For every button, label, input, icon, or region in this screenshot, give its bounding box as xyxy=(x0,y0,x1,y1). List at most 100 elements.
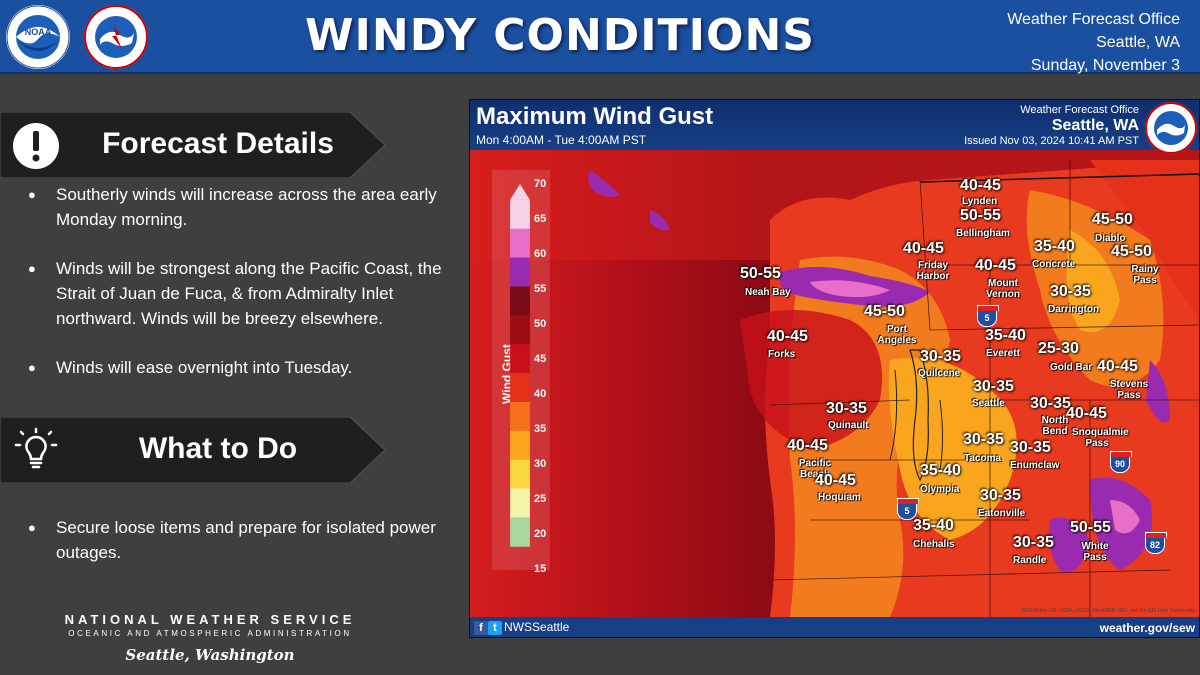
legend-tick: 60 xyxy=(534,248,547,260)
wind-gust-range: 40-45 xyxy=(767,328,808,345)
wind-gust-range: 40-45 xyxy=(903,240,944,257)
wind-gust-range: 45-50 xyxy=(1111,243,1152,260)
place-name: Hoquiam xyxy=(818,492,861,503)
legend-swatch xyxy=(510,459,530,489)
legend-tick: 15 xyxy=(534,563,547,575)
map-office-city: Seattle, WA xyxy=(1051,117,1139,134)
wind-gust-range: 40-45 xyxy=(815,472,856,489)
website-link[interactable]: weather.gov/sew xyxy=(1099,621,1195,635)
legend-tick: 50 xyxy=(534,318,547,330)
interstate-90-shield: 90 xyxy=(1109,451,1132,473)
legend-tick: 55 xyxy=(534,283,547,295)
legend-tick: 30 xyxy=(534,458,547,470)
place-name: Rainy Pass xyxy=(1131,264,1159,286)
wind-gust-legend: Wind Gust (mile_per_hour) 70656055504540… xyxy=(492,170,550,575)
place-name: Pacific Beach xyxy=(798,458,832,480)
wind-gust-range: 40-45 xyxy=(975,257,1016,274)
wind-gust-range: 50-55 xyxy=(960,207,1001,224)
what-to-do-banner: What to Do xyxy=(0,417,385,483)
wind-gust-range: 30-35 xyxy=(1013,534,1054,551)
wind-gust-range: 40-45 xyxy=(960,177,1001,194)
forecast-details-list: Southerly winds will increase across the… xyxy=(28,182,443,404)
wind-gust-range: 40-45 xyxy=(1066,405,1107,422)
legend-swatch xyxy=(510,228,530,259)
wind-gust-range: 30-35 xyxy=(826,400,867,417)
legend-swatch xyxy=(510,430,530,461)
place-name: Gold Bar xyxy=(1050,362,1093,373)
social-handle-text[interactable]: NWSSeattle xyxy=(504,620,570,634)
wind-gust-range: 25-30 xyxy=(1038,340,1079,357)
legend-tick: 25 xyxy=(534,493,547,505)
place-name: Everett xyxy=(986,348,1020,359)
nws-logo xyxy=(1145,102,1197,154)
header-office-info: Weather Forecast Office Seattle, WA Sund… xyxy=(1007,8,1180,77)
legend-swatch xyxy=(510,488,530,518)
place-name: Snoqualmie Pass xyxy=(1072,427,1129,449)
footer-location: Seattle, Washington xyxy=(125,646,295,664)
twitter-icon[interactable]: t xyxy=(488,620,502,635)
wind-gust-range: 30-35 xyxy=(920,348,961,365)
legend-tick: 45 xyxy=(534,353,547,365)
wind-gust-range: 35-40 xyxy=(920,462,961,479)
wind-gust-range: 45-50 xyxy=(864,303,905,320)
legend-swatch xyxy=(510,315,530,345)
legend-arrow xyxy=(510,183,530,200)
place-name: Bellingham xyxy=(956,228,1010,239)
svg-text:NOAA: NOAA xyxy=(25,27,52,37)
page-title: WINDY CONDITIONS xyxy=(305,10,815,61)
place-name: North Bend xyxy=(1041,415,1069,437)
map-period: Mon 4:00AM - Tue 4:00AM PST xyxy=(476,133,647,147)
place-name: Randle xyxy=(1013,555,1047,566)
legend-swatch xyxy=(510,344,530,374)
legend-swatch xyxy=(510,517,530,547)
wind-gust-range: 35-40 xyxy=(913,517,954,534)
wind-gust-range: 35-40 xyxy=(985,327,1026,344)
office-name: Weather Forecast Office xyxy=(1007,11,1180,28)
place-name: Enumclaw xyxy=(1010,460,1060,471)
legend-swatch xyxy=(510,401,530,432)
place-name: Seattle xyxy=(972,398,1005,409)
map-credit: NRS/Airbus DS, USDA, USGS, AeroGRID, IGN… xyxy=(1021,608,1195,614)
map-title: Maximum Wind Gust xyxy=(476,103,714,130)
nws-logo xyxy=(84,5,148,69)
wind-gust-range: 30-35 xyxy=(1050,283,1091,300)
place-name: Tacoma xyxy=(964,453,1002,464)
list-item: Winds will be strongest along the Pacifi… xyxy=(28,256,443,331)
place-name: Eatonville xyxy=(978,508,1026,519)
map-header: Maximum Wind Gust Mon 4:00AM - Tue 4:00A… xyxy=(470,100,1199,154)
facebook-icon[interactable]: f xyxy=(474,620,488,635)
map-footer: f t NWSSeattle weather.gov/sew xyxy=(470,617,1199,637)
place-name: Neah Bay xyxy=(745,287,791,298)
legend-swatch xyxy=(510,373,530,403)
place-name: Diablo xyxy=(1095,233,1126,244)
place-name: Quilcene xyxy=(918,368,961,379)
legend-swatch xyxy=(510,257,530,287)
wind-gust-range: 30-35 xyxy=(980,487,1021,504)
office-city: Seattle, WA xyxy=(1096,34,1180,51)
place-name: Quinault xyxy=(828,420,869,431)
place-name: Friday Harbor xyxy=(916,260,950,282)
subagency-name: OCEANIC AND ATMOSPHERIC ADMINISTRATION xyxy=(68,629,352,638)
legend-swatch xyxy=(510,199,530,230)
wind-gust-range: 40-45 xyxy=(787,437,828,454)
list-item: Southerly winds will increase across the… xyxy=(28,182,443,232)
place-name: Forks xyxy=(768,349,796,360)
wind-gust-range: 35-40 xyxy=(1034,238,1075,255)
wind-gust-range: 30-35 xyxy=(1010,439,1051,456)
agency-name: NATIONAL WEATHER SERVICE xyxy=(64,612,356,627)
forecast-details-banner: Forecast Details xyxy=(0,112,385,178)
wind-gust-range: 50-55 xyxy=(740,265,781,282)
place-name: Mount Vernon xyxy=(986,278,1020,300)
map-office-info: Weather Forecast Office Seattle, WA xyxy=(1020,103,1139,134)
wind-gust-map: Maximum Wind Gust Mon 4:00AM - Tue 4:00A… xyxy=(469,99,1200,638)
social-handle[interactable]: f t NWSSeattle xyxy=(474,620,569,635)
wind-gust-range: 30-35 xyxy=(1030,395,1071,412)
legend-tick: 65 xyxy=(534,213,547,225)
legend-tick: 20 xyxy=(534,528,547,540)
forecast-details-heading: Forecast Details xyxy=(102,127,334,160)
map-background xyxy=(470,150,1199,617)
place-name: Concrete xyxy=(1032,259,1076,270)
map-office-name: Weather Forecast Office xyxy=(1020,104,1139,116)
forecast-date: Sunday, November 3 xyxy=(1030,57,1180,74)
wind-gust-range: 40-45 xyxy=(1097,358,1138,375)
